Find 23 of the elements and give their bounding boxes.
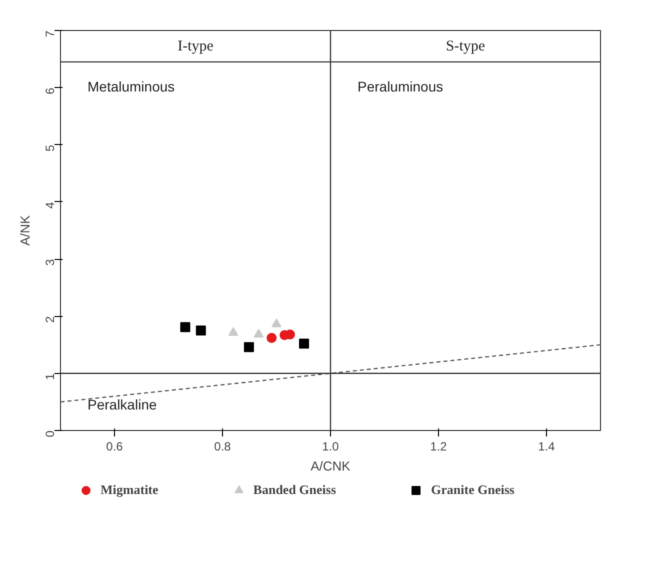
x-tick-label: 0.6 xyxy=(106,440,124,454)
annotation: I-type xyxy=(178,38,214,54)
y-axis-title: A/NK xyxy=(18,215,32,246)
legend-label: Granite Gneiss xyxy=(431,482,514,498)
y-tick-label: 2 xyxy=(43,316,57,323)
x-tick-label: 1.4 xyxy=(538,440,556,454)
y-tick-label: 1 xyxy=(43,373,57,380)
y-tick-label: 5 xyxy=(43,144,57,152)
y-tick-label: 7 xyxy=(43,30,57,38)
x-tick-label: 1.0 xyxy=(322,440,340,454)
y-tick-label: 4 xyxy=(43,202,57,209)
legend-label: Banded Gneiss xyxy=(253,482,336,498)
y-tick-label: 6 xyxy=(43,87,57,94)
annotation: Peralkaline xyxy=(88,396,157,412)
x-tick-label: 0.8 xyxy=(214,440,232,454)
annotation: Peraluminous xyxy=(358,78,444,94)
annotation: S-type xyxy=(446,38,486,54)
x-axis-title: A/CNK xyxy=(310,458,351,474)
annotation: Metaluminous xyxy=(88,78,175,94)
x-tick-label: 1.2 xyxy=(430,440,448,454)
legend-label: Migmatite xyxy=(100,482,158,498)
y-tick-label: 3 xyxy=(43,258,57,266)
y-tick-label: 0 xyxy=(43,430,57,438)
